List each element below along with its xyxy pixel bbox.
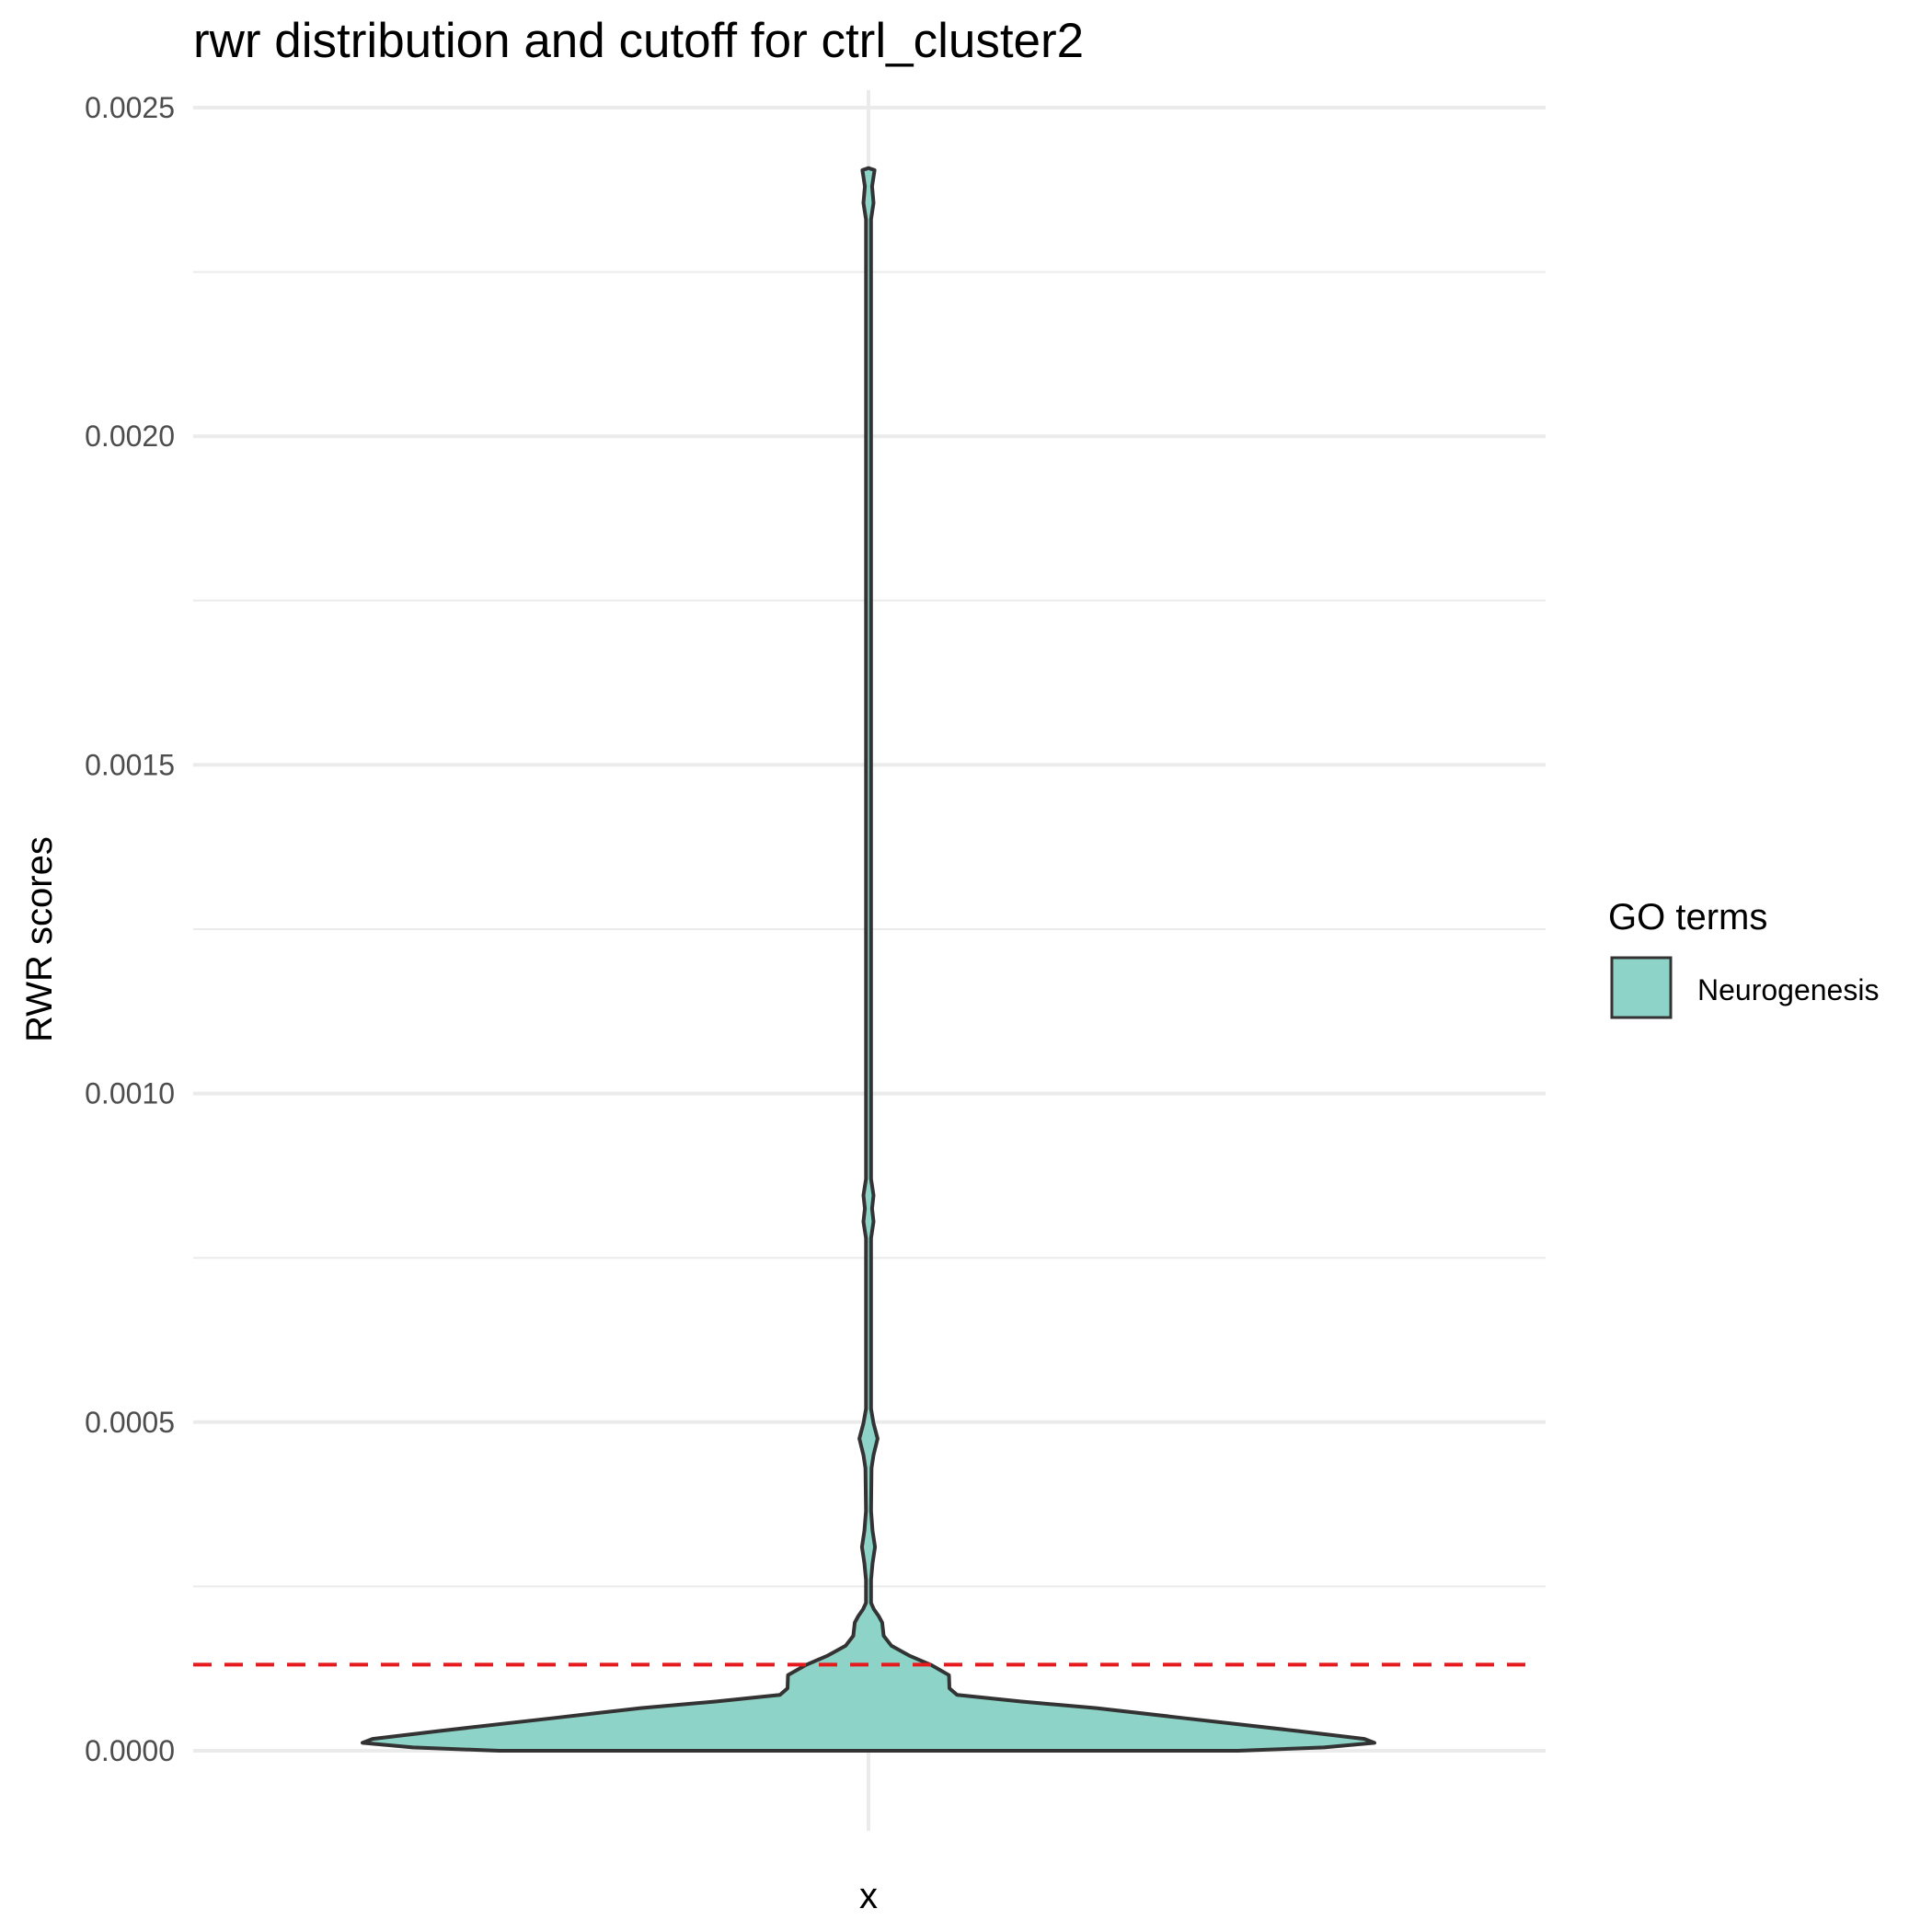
y-tick-label-0: 0.0000 <box>85 1734 175 1767</box>
legend: GO terms Neurogenesis <box>1608 897 1879 1019</box>
x-axis-title: x <box>859 1876 878 1916</box>
legend-title: GO terms <box>1608 897 1767 937</box>
chart-title: rwr distribution and cutoff for ctrl_clu… <box>193 14 1084 68</box>
y-tick-label-1: 0.0005 <box>85 1406 175 1439</box>
y-axis-title: RWR scores <box>19 836 60 1042</box>
legend-key-neurogenesis <box>1610 956 1673 1019</box>
y-axis: 0.0000 0.0005 0.0010 0.0015 0.0020 0.0025 <box>85 91 175 1767</box>
y-tick-label-3: 0.0015 <box>85 748 175 781</box>
legend-label-neurogenesis: Neurogenesis <box>1697 973 1879 1006</box>
plot-area <box>193 166 1532 1753</box>
violin-neurogenesis <box>361 166 1376 1753</box>
y-tick-label-2: 0.0010 <box>85 1077 175 1110</box>
y-tick-label-4: 0.0020 <box>85 420 175 453</box>
y-tick-label-5: 0.0025 <box>85 91 175 124</box>
